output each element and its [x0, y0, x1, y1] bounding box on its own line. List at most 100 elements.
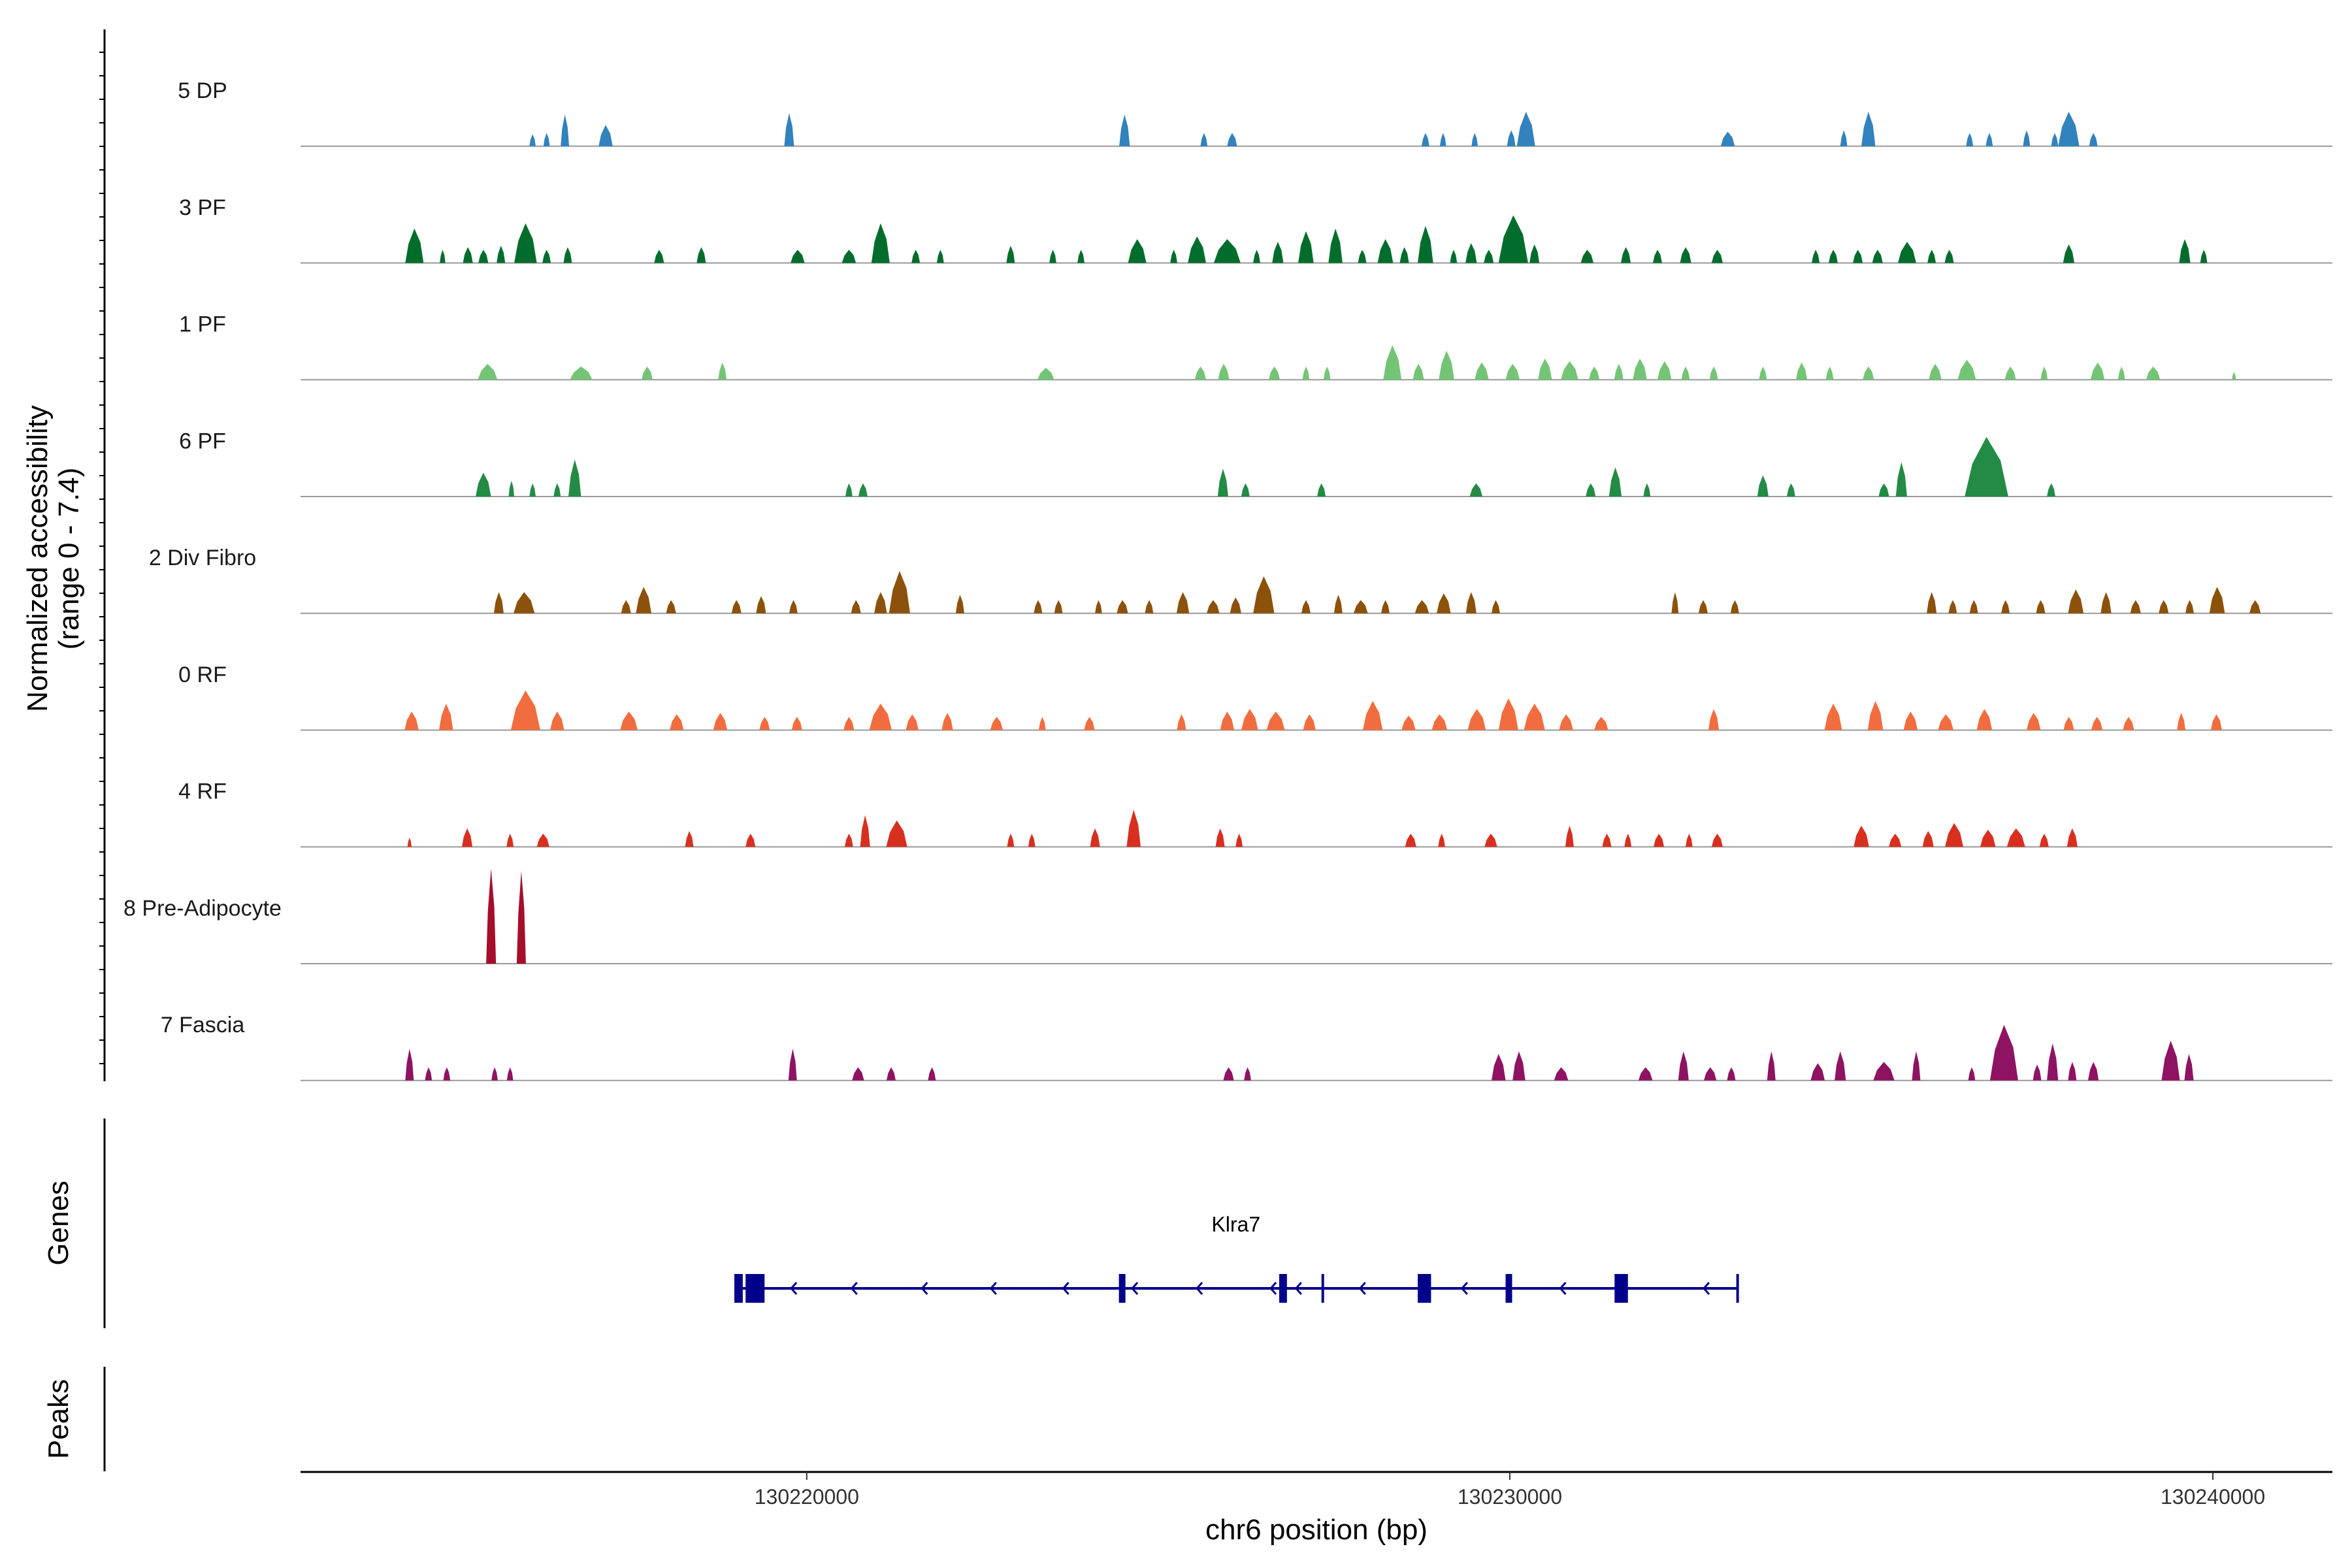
accessibility-peak [476, 472, 491, 497]
accessibility-peak [2047, 483, 2055, 497]
accessibility-peak [1711, 250, 1723, 263]
accessibility-peak [2209, 587, 2225, 613]
accessibility-peak [1720, 131, 1735, 146]
accessibility-peak [553, 483, 561, 497]
accessibility-peak [1421, 133, 1429, 146]
accessibility-peak [2068, 1062, 2077, 1081]
accessibility-peak [2001, 600, 2010, 613]
accessibility-peak [478, 363, 498, 380]
accessibility-peak [1863, 367, 1874, 380]
gene-exon [1279, 1274, 1287, 1303]
accessibility-peak [1084, 717, 1095, 730]
accessibility-peak [1703, 1067, 1717, 1081]
gene-strand-arrow [989, 1282, 997, 1295]
accessibility-peak [1200, 133, 1208, 146]
track-2-div-fibro: 2 Div Fibro [149, 546, 2332, 614]
accessibility-peak [1484, 250, 1494, 263]
accessibility-peak [1980, 829, 1996, 847]
accessibility-peak [1383, 345, 1402, 380]
accessibility-peak [1586, 483, 1596, 497]
accessibility-peak [1090, 828, 1100, 847]
accessibility-peak [1498, 215, 1528, 263]
track-0-rf: 0 RF [178, 662, 2332, 731]
accessibility-peak [1966, 133, 1974, 146]
accessibility-peak [1561, 361, 1578, 380]
accessibility-peak [621, 600, 631, 613]
gene-exon [1417, 1274, 1431, 1303]
accessibility-peak [443, 1067, 451, 1081]
accessibility-peak [841, 250, 857, 263]
accessibility-peak [1505, 363, 1520, 380]
accessibility-peak [641, 367, 653, 380]
accessibility-peak [1948, 600, 1957, 613]
accessibility-peak [1652, 250, 1662, 263]
track-8-pre-adipocyte: 8 Pre-Adipocyte [123, 868, 2332, 964]
accessibility-peak [871, 223, 890, 263]
accessibility-peak [516, 871, 526, 964]
accessibility-peak [2088, 1062, 2099, 1081]
accessibility-peak [405, 228, 424, 263]
accessibility-peak [462, 828, 473, 847]
accessibility-peak [1602, 834, 1612, 847]
accessibility-peak [2068, 589, 2084, 613]
accessibility-peak [2249, 600, 2261, 613]
accessibility-peak [1965, 436, 2008, 497]
accessibility-peak [1825, 367, 1834, 380]
accessibility-peak [2179, 239, 2191, 263]
accessibility-peak [1812, 250, 1820, 263]
accessibility-peak [1431, 714, 1448, 730]
accessibility-peak [666, 600, 676, 613]
accessibility-peak [2040, 367, 2048, 380]
accessibility-peak [463, 247, 473, 263]
accessibility-peak [1638, 1067, 1653, 1081]
accessibility-peak [497, 246, 506, 263]
accessibility-peak [2100, 592, 2112, 613]
accessibility-peak [1786, 483, 1795, 497]
gene-exon [745, 1274, 765, 1303]
accessibility-peak [542, 250, 551, 263]
accessibility-peak [1878, 483, 1889, 497]
accessibility-peak [2232, 372, 2236, 380]
accessibility-peak [1643, 483, 1651, 497]
track-3-pf: 3 PF [179, 195, 2332, 264]
accessibility-peak [1624, 834, 1632, 847]
gene-strand-arrow [850, 1282, 858, 1295]
accessibility-peak [1589, 367, 1600, 380]
accessibility-peak [514, 223, 537, 263]
accessibility-peak [1922, 830, 1934, 847]
accessibility-peak [745, 834, 756, 847]
accessibility-peak [1678, 1051, 1689, 1081]
accessibility-peak [759, 717, 770, 730]
track-1-pf: 1 PF [179, 312, 2332, 381]
accessibility-peak [2184, 1054, 2194, 1081]
accessibility-peak [1207, 600, 1220, 613]
accessibility-peak [1323, 367, 1331, 380]
accessibility-peak [1268, 367, 1280, 380]
accessibility-peak [1028, 834, 1036, 847]
gene-name-label: Klra7 [1211, 1213, 1260, 1236]
accessibility-peak [1727, 1067, 1736, 1081]
accessibility-peak [1302, 367, 1310, 380]
accessibility-peak [1810, 1063, 1825, 1081]
accessibility-peak [1188, 237, 1206, 263]
accessibility-peak [1709, 367, 1718, 380]
accessibility-peak [2036, 600, 2046, 613]
accessibility-peak [1469, 483, 1482, 497]
track-6-pf: 6 PF [179, 429, 2332, 497]
accessibility-peak [1538, 358, 1552, 380]
accessibility-peak [2123, 717, 2134, 730]
accessibility-peak [563, 247, 572, 263]
accessibility-peak [1757, 475, 1769, 497]
accessibility-peak [654, 250, 664, 263]
track-label: 0 RF [178, 662, 227, 687]
accessibility-peak [1467, 709, 1486, 730]
accessibility-peak [2091, 717, 2103, 730]
accessibility-peak [1609, 467, 1622, 497]
gene-exon [734, 1274, 743, 1303]
accessibility-peak [851, 600, 861, 613]
accessibility-peak [2146, 367, 2161, 380]
accessibility-peak [1654, 834, 1665, 847]
accessibility-peak [1657, 361, 1672, 380]
accessibility-peak [1671, 592, 1679, 613]
x-axis-ticks: 130220000 130230000 130240000 [755, 1472, 2265, 1509]
